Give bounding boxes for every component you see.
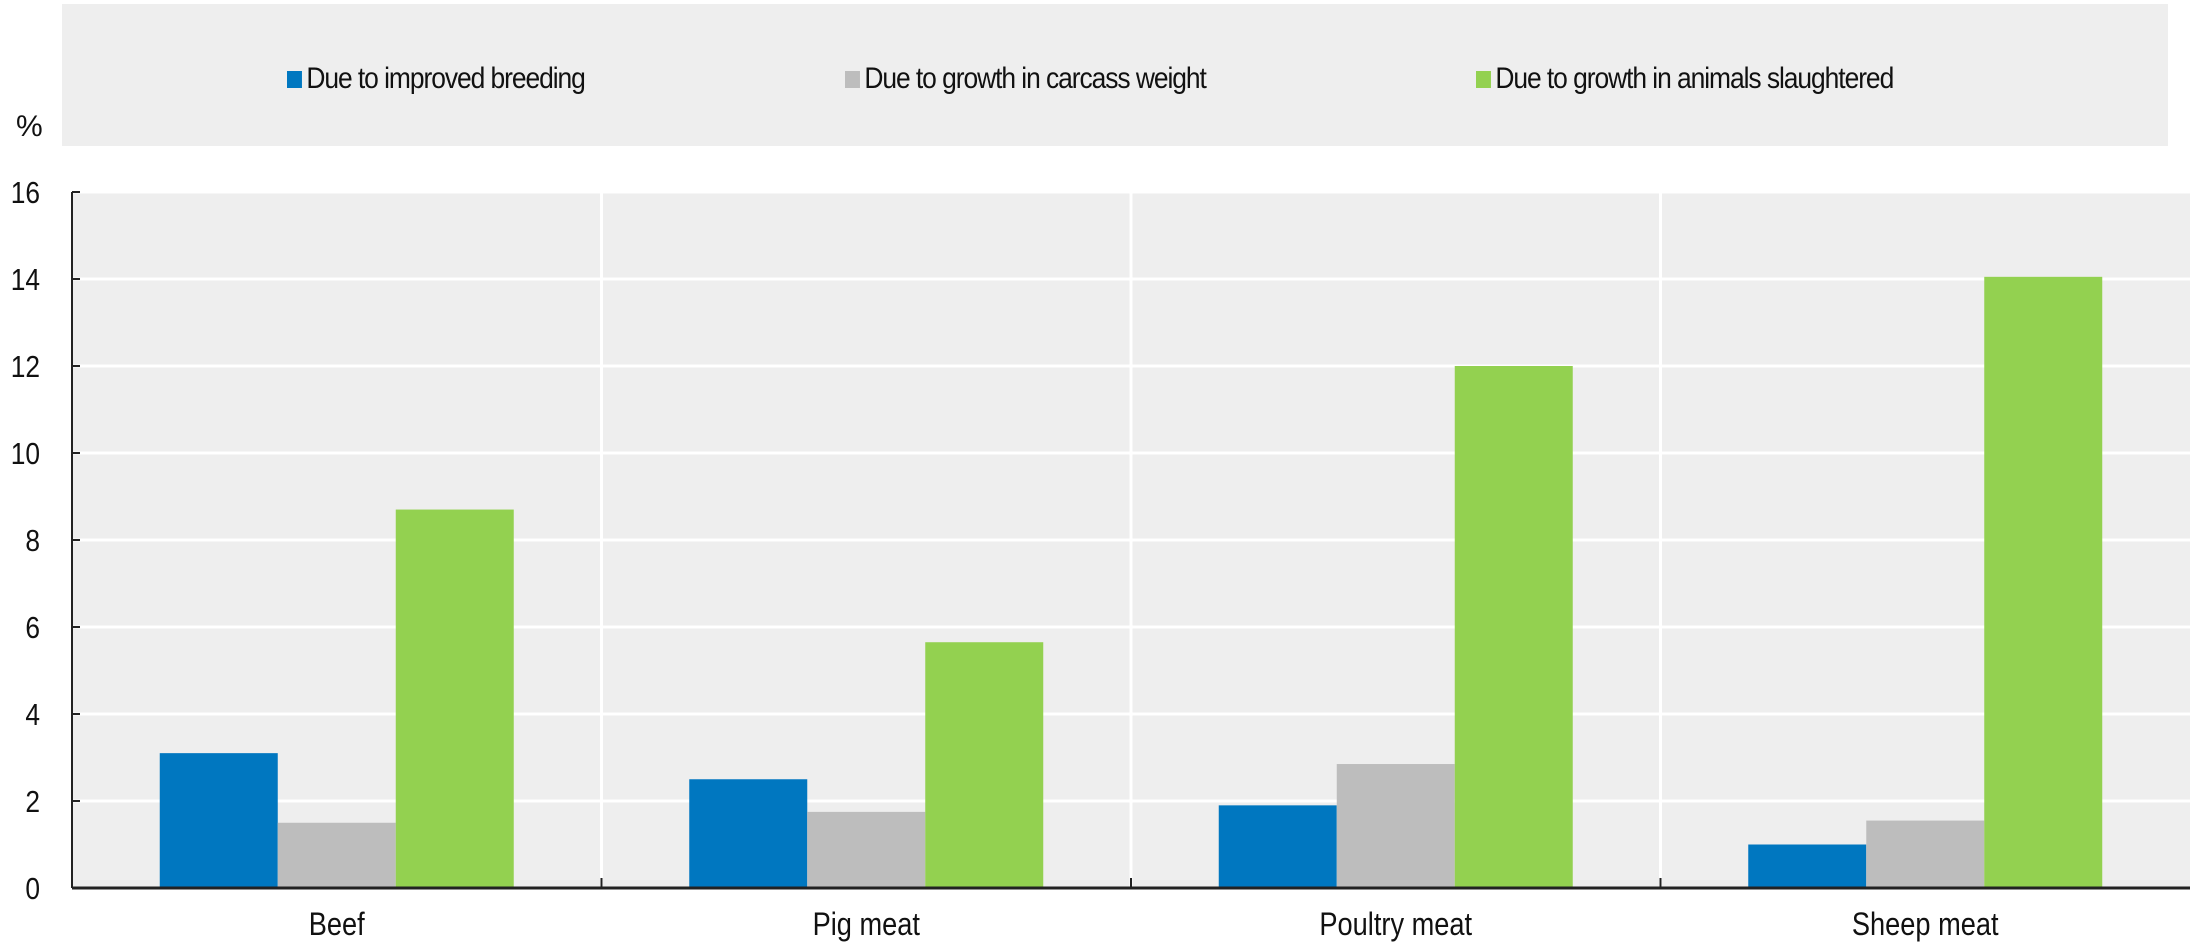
bar-pig-meat-series-2: [925, 642, 1044, 888]
legend-item-improved-breeding: Due to improved breeding: [287, 59, 586, 99]
legend-item-carcass-weight: Due to growth in carcass weight: [845, 59, 1207, 99]
vertical-gridlines: [600, 192, 1662, 888]
legend-label-improved-breeding: Due to improved breeding: [306, 62, 585, 95]
bar-poultry-meat-series-2: [1454, 366, 1573, 888]
bar-pig-meat-series-0: [689, 779, 808, 888]
bar-sheep-meat-series-2: [1984, 276, 2103, 888]
x-tick-label: Poultry meat: [1319, 907, 1472, 943]
legend: Due to improved breeding Due to growth i…: [62, 4, 2168, 146]
y-axis-label: %: [16, 110, 43, 143]
axes: [71, 191, 2190, 890]
legend-label-animals-slaughtered: Due to growth in animals slaughtered: [1495, 62, 1894, 95]
y-tick-label: 14: [11, 263, 40, 297]
bars: [159, 276, 2103, 888]
x-tick-label: Sheep meat: [1852, 907, 1999, 943]
legend-swatch-carcass-weight: [845, 70, 860, 88]
y-tick-label: 6: [25, 611, 40, 645]
legend-swatch-improved-breeding: [287, 70, 302, 88]
y-tick-label: 16: [11, 176, 40, 210]
bar-sheep-meat-series-0: [1748, 844, 1867, 888]
legend-swatch-animals-slaughtered: [1476, 70, 1491, 88]
y-tick-label: 2: [25, 785, 40, 819]
y-tick-label: 4: [25, 698, 40, 732]
bar-beef-series-0: [159, 753, 278, 888]
legend-item-animals-slaughtered: Due to growth in animals slaughtered: [1476, 59, 1894, 99]
y-tick-label: 0: [25, 872, 40, 906]
bar-beef-series-2: [395, 509, 514, 888]
y-tick-labels: 0 2 4 6 8 10 12 14 16: [11, 176, 40, 906]
y-tick-label: 8: [25, 524, 40, 558]
x-tick-label: Pig meat: [813, 907, 921, 943]
bar-poultry-meat-series-0: [1218, 805, 1337, 888]
bar-pig-meat-series-1: [807, 811, 926, 888]
bar-beef-series-1: [277, 822, 396, 888]
y-tick-label: 10: [11, 437, 40, 471]
x-tick-labels: Beef Pig meat Poultry meat Sheep meat: [309, 907, 1999, 943]
legend-label-carcass-weight: Due to growth in carcass weight: [864, 62, 1207, 95]
bar-sheep-meat-series-1: [1866, 820, 1985, 888]
bar-poultry-meat-series-1: [1336, 764, 1455, 888]
y-tick-label: 12: [11, 350, 40, 384]
x-tick-label: Beef: [309, 907, 366, 943]
